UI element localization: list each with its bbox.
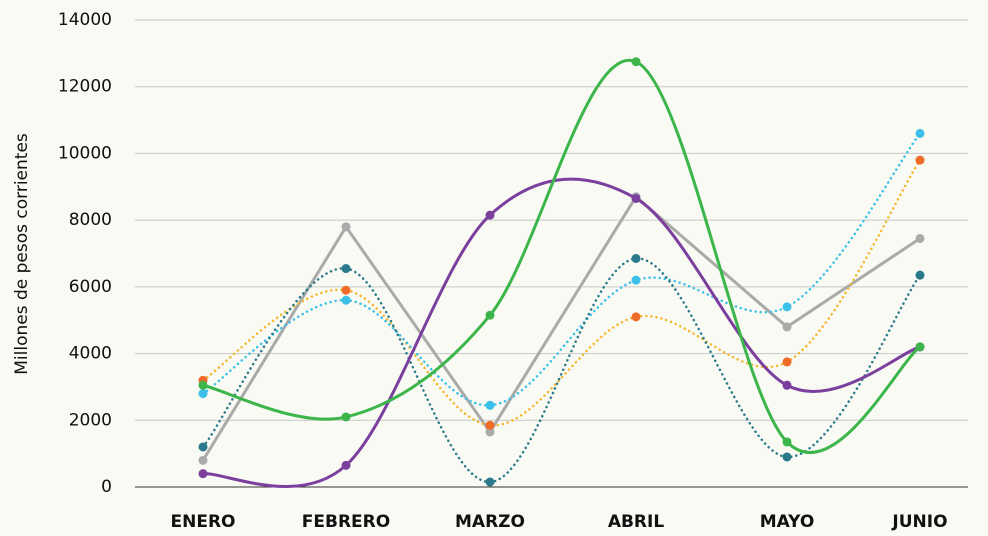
data-point xyxy=(631,312,641,322)
y-tick-label: 0 xyxy=(101,477,112,497)
series-line xyxy=(201,177,922,489)
data-point xyxy=(485,210,495,220)
data-point xyxy=(198,469,208,479)
x-tick-label: MAYO xyxy=(760,512,815,532)
y-axis-label: Millones de pesos corrientes xyxy=(12,133,32,375)
series-line xyxy=(201,194,922,462)
data-point xyxy=(485,427,495,437)
data-point xyxy=(915,342,925,352)
y-tick-label: 12000 xyxy=(58,77,112,97)
data-point xyxy=(341,295,351,305)
y-tick-label: 6000 xyxy=(69,277,112,297)
data-point xyxy=(485,400,495,410)
series-line xyxy=(201,257,922,484)
data-point xyxy=(915,270,925,280)
data-point xyxy=(198,380,208,390)
x-tick-label: JUNIO xyxy=(891,512,947,532)
data-point xyxy=(485,420,495,430)
y-tick-label: 4000 xyxy=(69,344,112,364)
x-tick-label: FEBRERO xyxy=(302,512,390,532)
y-tick-label: 10000 xyxy=(58,143,112,163)
data-point xyxy=(915,155,925,165)
data-point xyxy=(341,264,351,274)
x-tick-label: ABRIL xyxy=(608,512,665,532)
data-point xyxy=(198,442,208,452)
data-point xyxy=(782,357,792,367)
data-point xyxy=(198,455,208,465)
data-point xyxy=(198,389,208,399)
data-point xyxy=(915,233,925,243)
y-tick-label: 2000 xyxy=(69,410,112,430)
series-line xyxy=(201,58,922,454)
data-point xyxy=(341,222,351,232)
data-point xyxy=(782,302,792,312)
data-point xyxy=(782,437,792,447)
data-point xyxy=(341,412,351,422)
data-point xyxy=(782,380,792,390)
data-point xyxy=(341,285,351,295)
data-point xyxy=(631,193,641,203)
y-tick-label: 14000 xyxy=(58,10,112,30)
data-point xyxy=(631,57,641,67)
y-tick-label: 8000 xyxy=(69,210,112,230)
data-point xyxy=(485,477,495,487)
data-point xyxy=(341,460,351,470)
series-line xyxy=(201,132,922,407)
data-point xyxy=(631,275,641,285)
series-line xyxy=(201,158,922,427)
data-point xyxy=(915,128,925,138)
data-point xyxy=(782,452,792,462)
data-point xyxy=(782,322,792,332)
data-point xyxy=(485,310,495,320)
data-point xyxy=(631,254,641,264)
x-tick-label: MARZO xyxy=(455,512,525,532)
x-tick-label: ENERO xyxy=(171,512,236,532)
